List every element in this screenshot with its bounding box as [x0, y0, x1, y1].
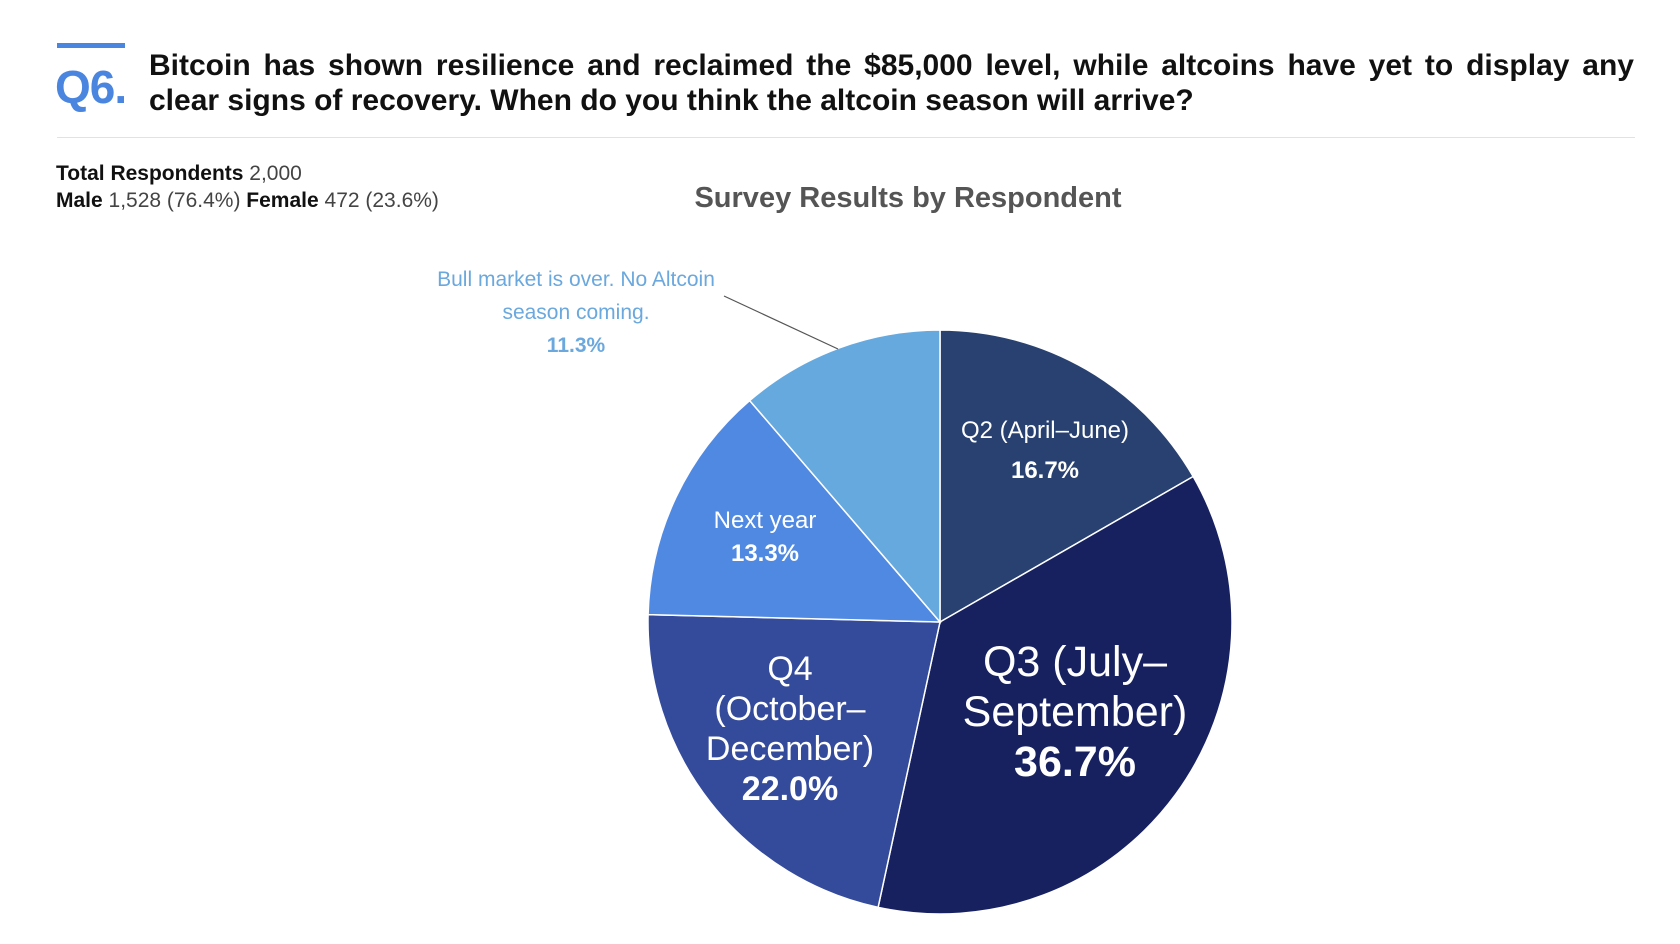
slice-label-no-altseason-name: Bull market is over. No Altcoin season c…: [437, 268, 715, 324]
question-accent-bar: [57, 43, 125, 48]
slice-label-no-altseason-value: 11.3%: [546, 334, 606, 357]
chart-title: Survey Results by Respondent: [694, 182, 1122, 214]
pie-slices: [647, 329, 1233, 915]
total-respondents-row: Total Respondents 2,000: [56, 160, 439, 187]
pie-slice-no-altseason: [748, 329, 941, 625]
gender-row: Male 1,528 (76.4%) Female 472 (23.6%): [56, 187, 439, 214]
slice-label-next-year-name: Next year: [713, 507, 817, 534]
slice-label-q2-name: Q2 (April–June): [960, 417, 1130, 444]
slice-label-q3-value: 36.7%: [1014, 738, 1136, 786]
slice-label-q3: Q3 (July–September) 36.7%: [945, 637, 1205, 787]
callout-leader-line: [723, 295, 839, 350]
slice-label-next-year: Next year 13.3%: [685, 504, 845, 570]
male-value: 1,528 (76.4%): [108, 189, 241, 212]
question-text: Bitcoin has shown resilience and reclaim…: [149, 49, 1634, 117]
slice-label-q2-value: 16.7%: [1010, 457, 1080, 484]
slice-label-no-altseason: Bull market is over. No Altcoin season c…: [406, 263, 746, 362]
pie-slice-q3: [877, 475, 1233, 915]
slice-label-q2: Q2 (April–June) 16.7%: [935, 411, 1155, 491]
pie-slice-q2: [939, 329, 1195, 624]
slice-label-q4: Q4 (October–December) 22.0%: [690, 649, 890, 809]
respondent-stats: Total Respondents 2,000 Male 1,528 (76.4…: [56, 160, 439, 214]
total-respondents-value: 2,000: [249, 162, 302, 185]
slice-label-next-year-value: 13.3%: [730, 540, 800, 567]
female-value: 472 (23.6%): [324, 189, 439, 212]
male-label: Male: [56, 189, 103, 212]
question-number: Q6.: [55, 61, 127, 113]
total-respondents-label: Total Respondents: [56, 162, 244, 185]
header-divider: [57, 137, 1635, 138]
slice-label-q4-value: 22.0%: [741, 770, 839, 808]
pie-slice-next-year: [647, 399, 942, 623]
slice-label-q3-name: Q3 (July–September): [962, 638, 1188, 736]
female-label: Female: [246, 189, 319, 212]
pie-slice-q4: [647, 613, 941, 909]
slice-label-q4-name: Q4 (October–December): [705, 650, 875, 768]
